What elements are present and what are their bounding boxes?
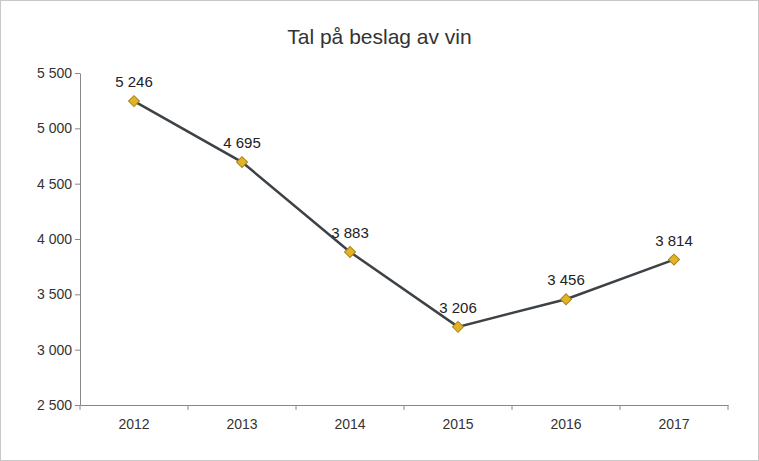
x-tick: 2014 [334,405,365,432]
y-tick-label: 4 000 [37,231,72,247]
y-tick: 3 500 [37,286,80,302]
y-tick: 5 000 [37,120,80,136]
marker [345,246,356,257]
x-tick-label: 2014 [334,416,365,432]
x-tick-label: 2012 [118,416,149,432]
y-tick-mark [75,184,80,185]
y-tick-label: 3 500 [37,286,72,302]
y-tick-mark [75,128,80,129]
marks [129,96,680,333]
marker [129,96,140,107]
y-tick-mark [75,239,80,240]
frame [1,1,759,461]
y-tick: 4 000 [37,231,80,247]
y-tick-mark [75,294,80,295]
data-label: 4 695 [223,134,261,151]
y-tick-label: 2 500 [37,397,72,413]
data-label: 5 246 [115,73,153,90]
title: Tal på beslag av vin [287,25,471,48]
data-label: 3 883 [331,224,369,241]
line [134,101,674,327]
data-label: 3 814 [655,232,693,249]
data-label: 3 456 [547,271,585,288]
x-tick-label: 2013 [226,416,257,432]
y-axis-line [80,74,81,406]
data-labels: 5 246 4 695 3 883 3 206 3 456 3 814 [115,73,693,316]
y-tick-mark [75,350,80,351]
x-separator [188,405,189,410]
x-tick: 2013 [226,405,257,432]
x-separator [80,405,81,410]
x-separator [404,405,405,410]
y-tick-mark [75,73,80,74]
y-tick-label: 3 000 [37,342,72,358]
x-separator [620,405,621,410]
x-tick: 2016 [550,405,581,432]
x-axis: 2012 2013 2014 2015 2016 2017 [80,405,729,432]
marker [669,254,680,265]
y-tick-label: 5 500 [37,65,72,81]
plot: 2 5003 0003 5004 0004 5005 0005 50020122… [37,65,729,432]
x-tick-label: 2015 [442,416,473,432]
data-label: 3 206 [439,299,477,316]
chart: Tal på beslag av vin 2 500 3 000 3 500 4 000… [0,0,759,461]
x-tick: 2012 [118,405,149,432]
x-tick-label: 2017 [658,416,689,432]
x-tick: 2017 [658,405,689,432]
y-tick-label: 4 500 [37,176,72,192]
x-tick-label: 2016 [550,416,581,432]
x-separator [296,405,297,410]
y-tick-mark [75,405,80,406]
y-tick: 5 500 [37,65,80,81]
y-tick: 2 500 [37,397,80,413]
x-separator [728,405,729,410]
y-axis: 2 500 3 000 3 500 4 000 4 500 5 000 5 500 [37,65,81,413]
marker [453,321,464,332]
y-tick: 4 500 [37,176,80,192]
x-tick: 2015 [442,405,473,432]
marker [561,294,572,305]
y-tick: 3 000 [37,342,80,358]
x-separator [512,405,513,410]
marker [237,157,248,168]
y-tick-label: 5 000 [37,120,72,136]
